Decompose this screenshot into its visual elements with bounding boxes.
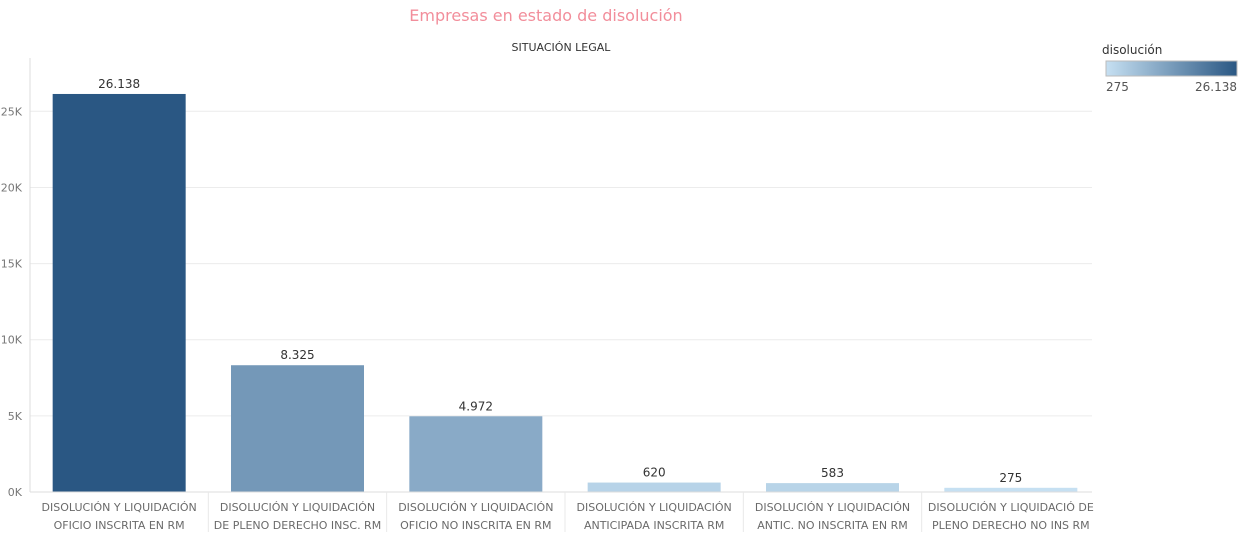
x-tick-label: DISOLUCIÓN Y LIQUIDACIÓN bbox=[220, 501, 375, 514]
data-label: 8.325 bbox=[280, 348, 314, 362]
gridlines bbox=[30, 110, 1092, 417]
x-tick-label: OFICIO INSCRITA EN RM bbox=[54, 519, 185, 532]
legend-max-label: 26.138 bbox=[1195, 80, 1237, 94]
bar[interactable] bbox=[944, 487, 1078, 492]
y-tick-label: 0K bbox=[8, 486, 23, 499]
y-tick-label: 15K bbox=[1, 258, 23, 271]
x-tick-label: PLENO DERECHO NO INS RM bbox=[932, 519, 1090, 532]
axes: SITUACIÓN LEGAL 0K 5K 10K 15K 20K 25K DISOLUCI… bbox=[1, 41, 1094, 532]
y-tick-label: 10K bbox=[1, 334, 23, 347]
x-tick-label: ANTICIPADA INSCRITA RM bbox=[584, 519, 724, 532]
y-tick-label: 25K bbox=[1, 105, 23, 118]
x-tick-label: DE PLENO DERECHO INSC. RM bbox=[214, 519, 381, 532]
bars: 26.138 8.325 4.972 620 583 275 bbox=[52, 77, 1078, 493]
data-label: 620 bbox=[643, 466, 666, 480]
bar[interactable] bbox=[52, 93, 186, 493]
data-label: 4.972 bbox=[459, 399, 493, 413]
y-tick-label: 5K bbox=[8, 410, 23, 423]
data-label: 275 bbox=[999, 471, 1022, 485]
x-tick-label: DISOLUCIÓN Y LIQUIDACIÓN bbox=[577, 501, 732, 514]
bar[interactable] bbox=[766, 483, 899, 492]
x-tick-label: OFICIO NO INSCRITA EN RM bbox=[400, 519, 551, 532]
x-tick-label: DISOLUCIÓN Y LIQUIDACIÓN bbox=[42, 501, 197, 514]
data-label: 583 bbox=[821, 466, 844, 480]
color-legend[interactable]: disolución 275 26.138 bbox=[1102, 43, 1238, 94]
legend-gradient-bar bbox=[1105, 60, 1238, 77]
bar[interactable] bbox=[587, 482, 721, 492]
x-tick-label: DISOLUCIÓN Y LIQUIDACIÓN bbox=[398, 501, 553, 514]
bar[interactable] bbox=[231, 365, 364, 492]
x-tick-label: DISOLUCIÓN Y LIQUIDACIÓN bbox=[755, 501, 910, 514]
x-axis-title: SITUACIÓN LEGAL bbox=[512, 41, 612, 54]
legend-title: disolución bbox=[1102, 43, 1162, 57]
data-label: 26.138 bbox=[98, 77, 140, 91]
y-tick-label: 20K bbox=[1, 181, 23, 194]
x-tick-label: DISOLUCIÓN Y LIQUIDACIÓ DE bbox=[928, 501, 1094, 514]
bar[interactable] bbox=[409, 416, 543, 492]
legend-min-label: 275 bbox=[1106, 80, 1129, 94]
x-tick-label: ANTIC. NO INSCRITA EN RM bbox=[757, 519, 908, 532]
chart-title: Empresas en estado de disolución bbox=[409, 6, 683, 25]
